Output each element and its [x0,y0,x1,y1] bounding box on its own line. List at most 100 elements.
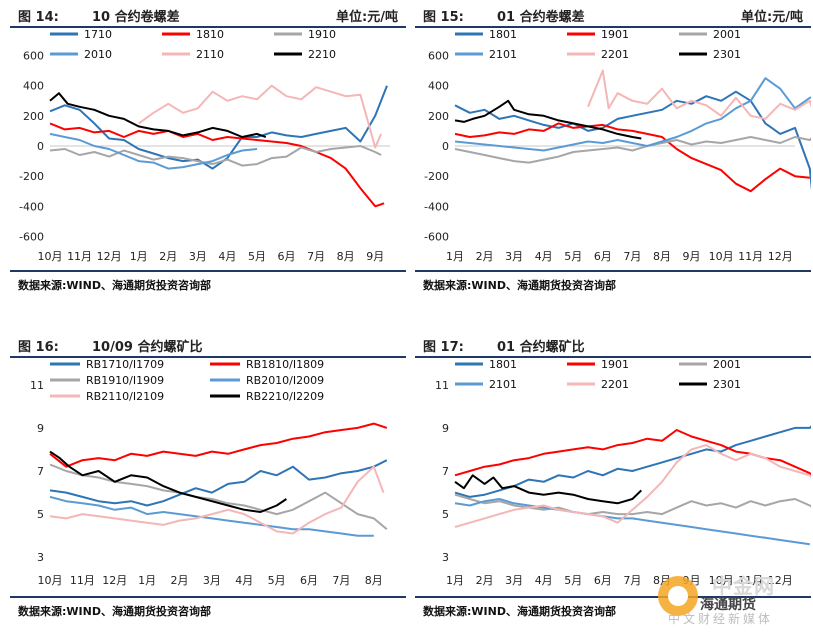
series-line-rb2110-i2109 [49,465,385,535]
line-chart: 600 400 200 0 -200 -400 -600 10月 11月 12月 1月 2月 3月 4月 5… [19,28,390,263]
source-rule [10,270,406,272]
legend-label: 1901 [601,28,629,41]
figure-title: 01 合约卷螺差 [497,10,585,25]
y-tick-label: 5 [37,508,44,521]
legend-label: 2201 [601,48,629,61]
source-note: 数据来源:WIND、海通期货投资咨询部 [18,279,211,292]
legend-label: 1801 [489,28,517,41]
chart-panel-17: 图 17: 01 合约螺矿比 11 9 7 5 3 1月 2月 3月 4月 5月 6月 7月 8月 9月 1… [415,330,811,624]
legend-label: 2301 [713,378,741,391]
y-tick-label: 3 [442,551,449,564]
legend-label: 2101 [489,48,517,61]
series-line-2210 [49,92,267,138]
panel-title-bar: 图 16: 10/09 合约螺矿比 [10,330,406,356]
figure-number: 图 14: [18,10,59,25]
legend-label: 2201 [601,378,629,391]
x-tick-label: 12月 [768,574,793,587]
x-tick-label: 5月 [248,250,266,263]
x-tick-label: 10月 [709,250,734,263]
legend-label: 2210 [308,48,336,61]
legend-label: 2001 [713,358,741,371]
x-tick-label: 8月 [337,250,355,263]
legend-label: 2110 [196,48,224,61]
series-line-2110 [138,84,383,149]
figure-title: 10/09 合约螺矿比 [92,340,203,355]
y-tick-label: 200 [23,110,44,123]
legend-label: 2001 [713,28,741,41]
legend-label: RB2210/I2209 [246,390,324,403]
legend-label: RB1710/I1709 [86,358,164,371]
x-tick-label: 8月 [365,574,383,587]
legend-label: 1901 [601,358,629,371]
x-tick-label: 5月 [564,574,582,587]
x-tick-label: 7月 [332,574,350,587]
y-tick-label: 9 [442,422,449,435]
legend-label: RB1810/I1809 [246,358,324,371]
x-tick-label: 6月 [300,574,318,587]
source-note: 数据来源:WIND、海通期货投资咨询部 [423,279,616,292]
series-line-1910 [49,145,382,167]
series-line-rb1710-i1709 [49,459,388,507]
title-rule [415,26,811,28]
x-tick-label: 12月 [768,250,793,263]
series-line-2001 [454,136,811,164]
series-line-rb1910-i1909 [49,463,388,530]
title-rule [10,356,406,358]
series-line-rb1810-i1809 [49,422,388,468]
x-tick-label: 11月 [738,250,763,263]
x-tick-label: 7月 [307,250,325,263]
y-tick-label: -400 [424,200,449,213]
x-tick-label: 10月 [38,250,63,263]
figure-number: 图 16: [18,340,59,355]
y-tick-label: 3 [37,551,44,564]
x-tick-label: 8月 [653,250,671,263]
x-tick-label: 5月 [268,574,286,587]
x-tick-label: 6月 [278,250,296,263]
y-tick-label: -600 [19,230,44,243]
x-tick-label: 3月 [505,574,523,587]
y-tick-label: -200 [424,170,449,183]
series-line-1810 [49,122,385,208]
x-tick-label: 3月 [189,250,207,263]
x-tick-label: 6月 [594,250,612,263]
x-tick-label: 12月 [102,574,127,587]
legend-label: 2301 [713,48,741,61]
y-tick-label: 600 [23,50,44,63]
y-tick-label: 400 [23,80,44,93]
x-tick-label: 2月 [476,250,494,263]
x-tick-label: 1月 [138,574,156,587]
legend-label: RB2110/I2109 [86,390,164,403]
watermark-logo [658,576,698,616]
title-rule [10,26,406,28]
x-tick-label: 1月 [446,574,464,587]
x-tick-label: 12月 [97,250,122,263]
x-tick-label: 4月 [535,250,553,263]
legend-label: 2101 [489,378,517,391]
x-tick-label: 7月 [623,250,641,263]
y-tick-label: 11 [435,379,449,392]
y-tick-label: 9 [37,422,44,435]
y-tick-label: 600 [428,50,449,63]
series-line-2301 [454,474,642,505]
x-tick-label: 10月 [709,574,734,587]
y-tick-label: 11 [30,379,44,392]
panel-title-bar: 图 14: 10 合约卷螺差 单位:元/吨 [10,0,406,26]
x-tick-label: 1月 [446,250,464,263]
legend-label: 1710 [84,28,112,41]
series-line-1710 [49,85,388,170]
watermark-text: 中金网 [712,574,775,598]
y-tick-label: 400 [428,80,449,93]
x-tick-label: 11月 [67,250,92,263]
x-tick-label: 7月 [623,574,641,587]
series-line-2010 [49,132,258,170]
source-rule [415,270,811,272]
figure-title: 01 合约螺矿比 [497,340,585,355]
chart-panel-14: 图 14: 10 合约卷螺差 单位:元/吨 600 400 200 0 -200 -400… [10,0,406,294]
title-rule [415,356,811,358]
x-tick-label: 3月 [203,574,221,587]
source-rule [415,596,811,598]
x-tick-label: 5月 [564,250,582,263]
x-tick-label: 9月 [683,250,701,263]
source-rule [10,596,406,598]
